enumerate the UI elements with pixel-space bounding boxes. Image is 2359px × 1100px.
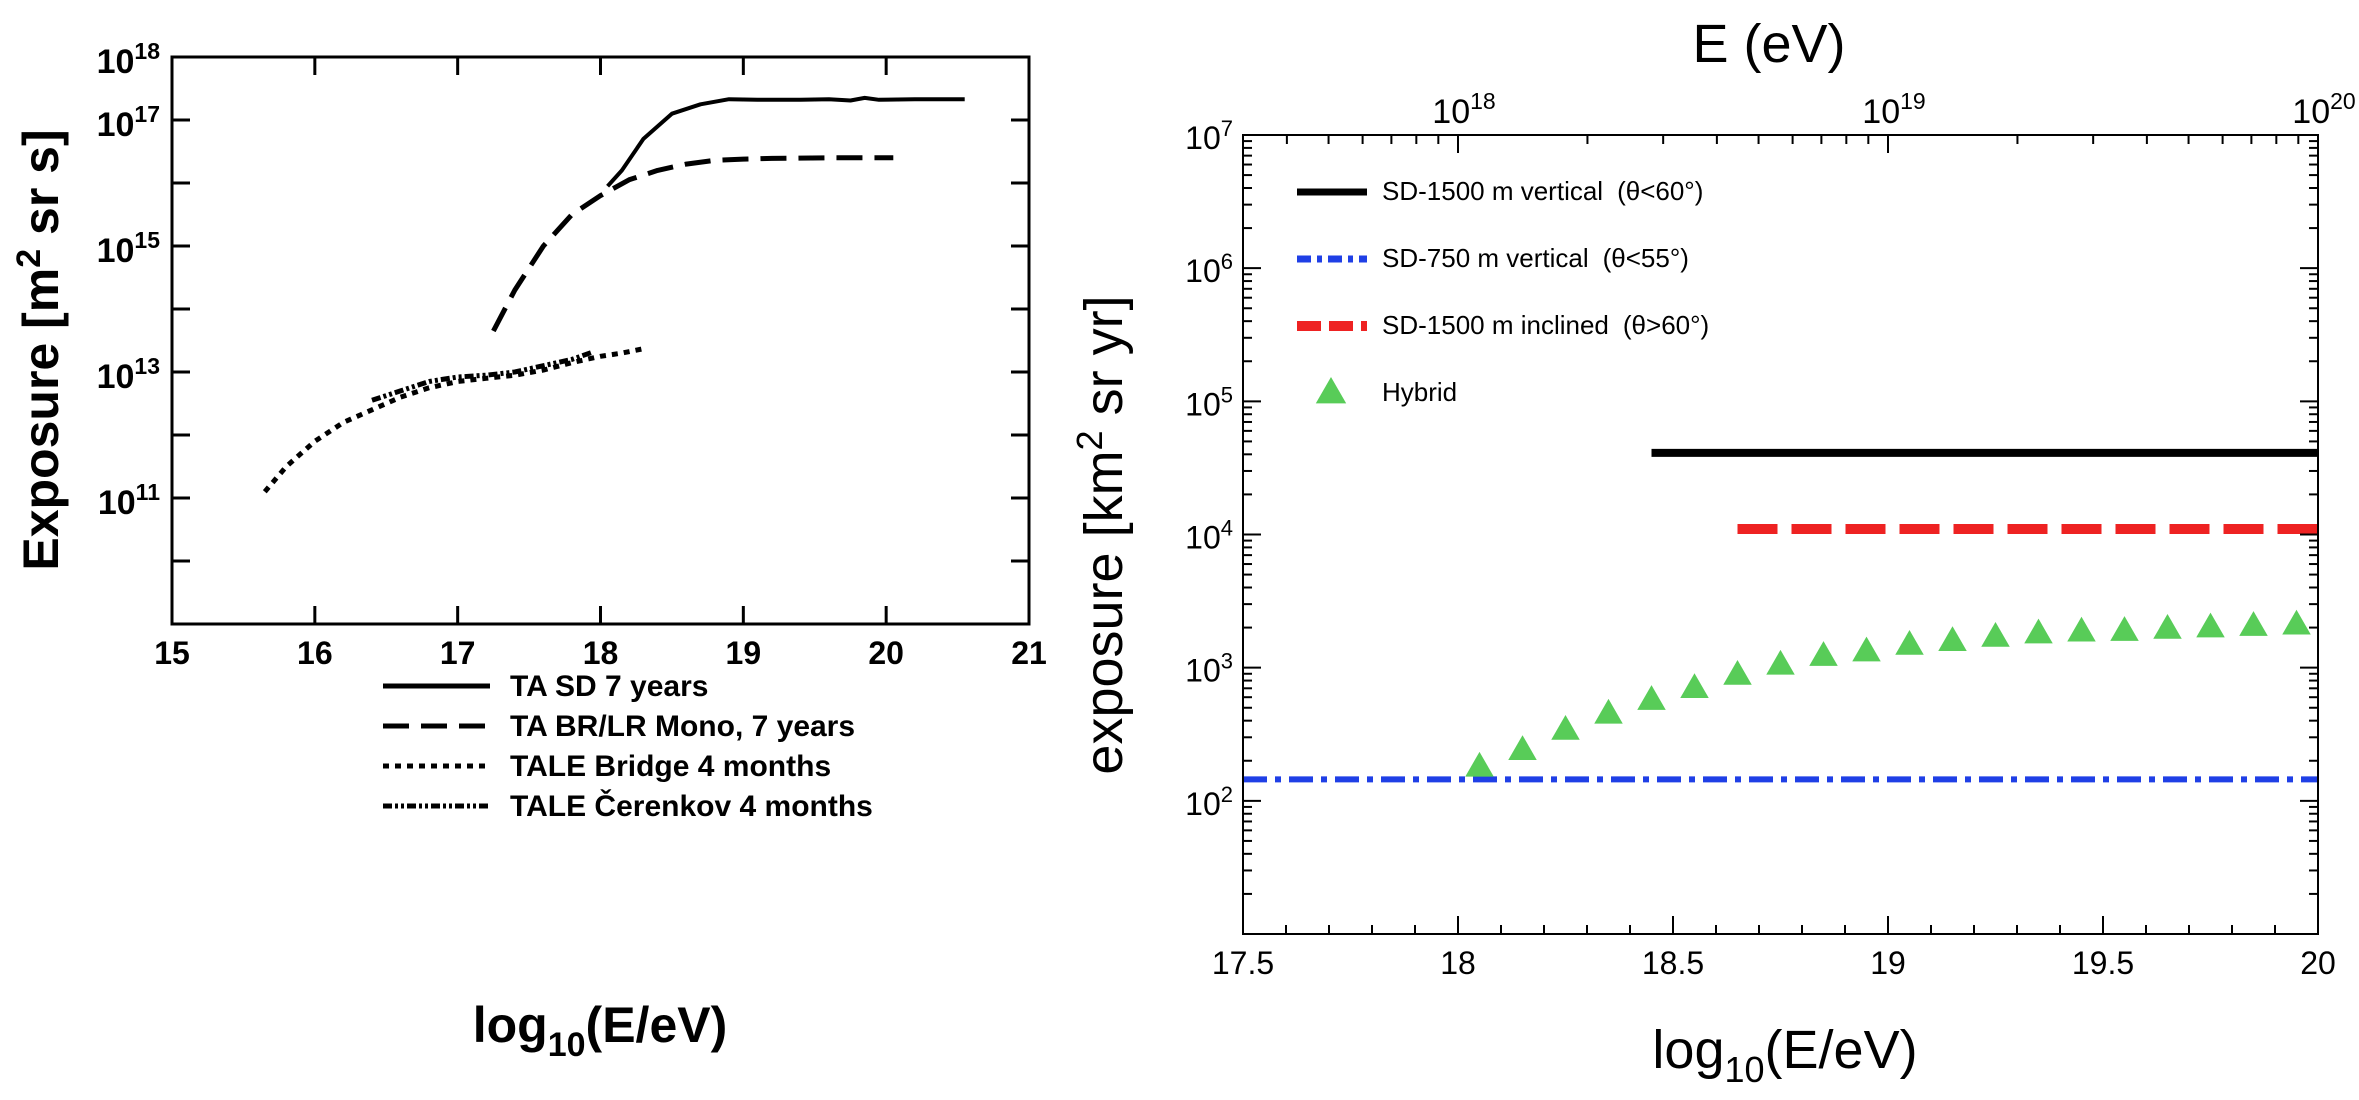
right-y-axis-label: exposure [km2 sr yr] <box>1069 295 1134 774</box>
right-x-axis-label: log10(E/eV) <box>1652 1020 1917 1090</box>
left-x-tick-label: 20 <box>868 635 904 671</box>
right-y-tick-label: 105 <box>1185 382 1233 422</box>
right-legend-label: Hybrid <box>1382 377 1457 407</box>
right-top-tick-label: 1020 <box>2292 88 2355 131</box>
left-chart-series <box>262 95 965 494</box>
left-x-tick-label: 21 <box>1011 635 1047 671</box>
left-y-axis-label: Exposure [m2 sr s] <box>10 129 69 570</box>
right-chart-series <box>1243 448 2318 783</box>
right-top-tick-label: 1018 <box>1432 88 1495 131</box>
right-x-tick-label: 17.5 <box>1212 945 1274 981</box>
right-top-tick-label: 1019 <box>1862 88 1925 131</box>
right-chart-panel: 17.5 18 18.5 19 19.5 20 107 106 105 104 103 102 10… <box>1069 14 2356 1090</box>
right-hybrid-point <box>1809 641 1838 666</box>
left-legend: TA SD 7 years TA BR/LR Mono, 7 years TALE … <box>383 670 873 823</box>
left-series-ta-br-lr-mono-7-years <box>491 155 894 333</box>
right-y-tick-label: 107 <box>1185 116 1233 156</box>
right-legend: SD-1500 m vertical (θ<60°) SD-750 m vertic… <box>1297 176 1709 407</box>
right-hybrid-point <box>1723 660 1752 685</box>
right-legend-label: SD-750 m vertical (θ<55°) <box>1382 243 1689 273</box>
right-hybrid-point <box>2153 614 2182 639</box>
right-x-tick-label: 19.5 <box>2072 945 2134 981</box>
right-hybrid-point <box>2196 612 2225 638</box>
right-hybrid-point <box>1594 698 1623 724</box>
right-legend-swatch <box>1315 377 1347 404</box>
right-x-tick-labels: 17.5 18 18.5 19 19.5 20 <box>1212 945 2336 981</box>
left-x-tick-label: 18 <box>583 635 619 671</box>
right-y-tick-label: 103 <box>1185 649 1233 689</box>
right-x-tick-label: 20 <box>2300 945 2336 981</box>
left-y-tick-labels: 1018 1017 1015 1013 1011 <box>97 38 161 522</box>
right-hybrid-point <box>1981 621 2010 647</box>
left-legend-label: TALE Čerenkov 4 months <box>510 789 873 823</box>
right-hybrid-point <box>2024 618 2053 644</box>
right-ticks <box>1242 135 2319 934</box>
left-y-tick-label: 1017 <box>97 101 160 144</box>
right-y-tick-label: 102 <box>1185 782 1233 822</box>
right-hybrid-point <box>1465 751 1494 777</box>
right-x-tick-label: 19 <box>1870 945 1906 981</box>
left-x-tick-label: 15 <box>154 635 190 671</box>
left-series-tale-bridge-4-months <box>262 346 644 494</box>
right-hybrid-point <box>1895 629 1924 655</box>
left-x-axis-label: log10(E/eV) <box>473 997 728 1064</box>
left-x-tick-label: 17 <box>440 635 476 671</box>
right-y-tick-label: 104 <box>1185 516 1233 556</box>
left-plot-frame <box>170 55 1031 626</box>
left-legend-label: TALE Bridge 4 months <box>510 750 831 783</box>
left-x-tick-label: 16 <box>297 635 333 671</box>
right-hybrid-point <box>2239 611 2268 636</box>
right-x-tick-label: 18.5 <box>1642 945 1704 981</box>
right-legend-label: SD-1500 m inclined (θ>60°) <box>1382 310 1709 340</box>
right-y-tick-labels: 107 106 105 104 103 102 <box>1185 116 1233 822</box>
left-y-tick-label: 1013 <box>97 353 160 396</box>
right-hybrid-point <box>1508 735 1537 760</box>
right-top-tick-labels: 1018 1019 1020 <box>1432 88 2355 131</box>
right-hybrid-point <box>1766 649 1795 675</box>
left-legend-label: TA SD 7 years <box>510 670 708 703</box>
left-ticks <box>170 57 1031 624</box>
right-hybrid-point <box>1852 636 1881 662</box>
right-hybrid-point <box>1551 715 1580 740</box>
right-hybrid-point <box>1680 673 1709 699</box>
right-hybrid-point <box>2067 616 2096 642</box>
right-top-axis-label: E (eV) <box>1692 14 1845 74</box>
left-x-tick-label: 19 <box>726 635 762 671</box>
right-hybrid-point <box>1637 685 1666 710</box>
left-series-tale-erenkov-4-months <box>371 349 595 403</box>
right-hybrid-point <box>1938 626 1967 651</box>
left-chart-panel: 15 16 17 18 19 20 21 1018 1017 1015 1013 1011 TA S… <box>10 38 1047 1064</box>
left-y-tick-label: 1018 <box>97 38 161 81</box>
left-y-tick-label: 1015 <box>97 227 161 270</box>
right-y-tick-label: 106 <box>1185 249 1233 289</box>
right-legend-label: SD-1500 m vertical (θ<60°) <box>1382 176 1703 206</box>
right-hybrid-point <box>2110 616 2139 641</box>
left-y-tick-label: 1011 <box>98 479 160 522</box>
right-x-tick-label: 18 <box>1440 945 1476 981</box>
right-hybrid-point <box>2282 609 2311 635</box>
left-legend-label: TA BR/LR Mono, 7 years <box>510 710 855 743</box>
left-x-tick-labels: 15 16 17 18 19 20 21 <box>154 635 1047 671</box>
left-series-ta-sd-7-years <box>606 95 965 188</box>
